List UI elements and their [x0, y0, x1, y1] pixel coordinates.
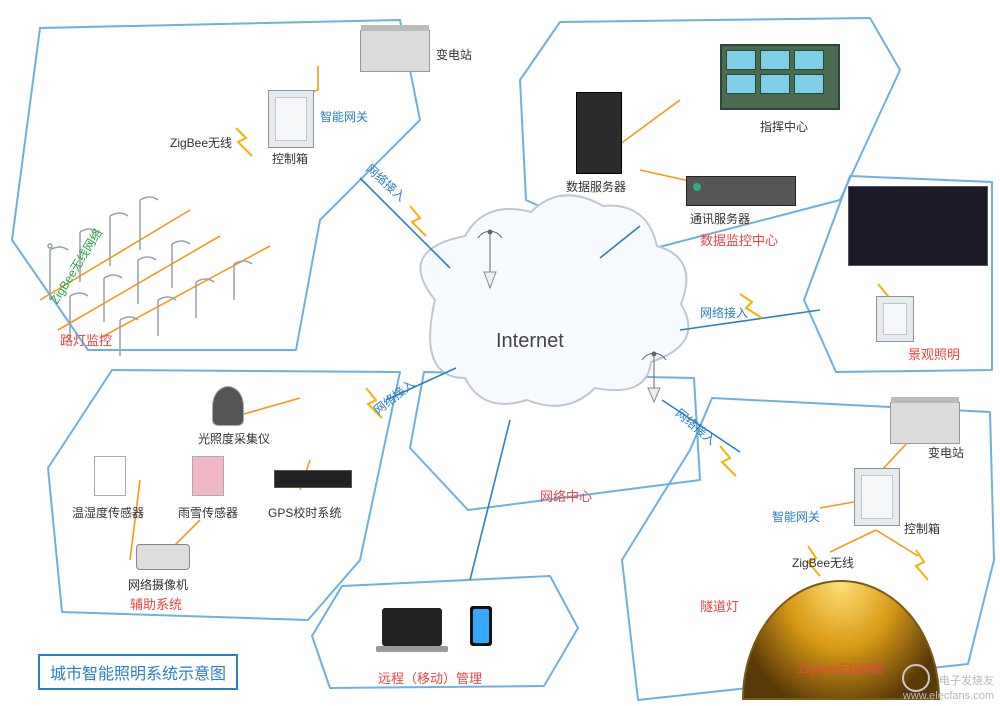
title-tunnel: 隧道灯 — [700, 596, 739, 615]
watermark-text: 电子发烧友 — [939, 672, 994, 688]
title-remote: 远程（移动）管理 — [378, 668, 482, 687]
zigbee-1-label: ZigBee无线 — [170, 134, 232, 151]
title-landscape: 景观照明 — [908, 344, 960, 363]
antenna-right-icon — [642, 352, 666, 402]
comm-server-label: 通讯服务器 — [690, 210, 750, 227]
temp-label: 温湿度传感器 — [72, 504, 144, 521]
title-datacenter: 数据监控中心 — [700, 230, 778, 249]
elecfans-logo-icon — [902, 664, 930, 692]
controlbox-2-label: 控制箱 — [904, 520, 940, 537]
zigbee-2-label: ZigBee无线 — [792, 554, 854, 571]
title-aux: 辅助系统 — [130, 594, 182, 613]
access-label-1: 网络接入 — [362, 160, 409, 205]
laptop-icon — [382, 608, 442, 646]
command-screens-icon — [720, 44, 840, 110]
region-streetlight — [12, 20, 420, 350]
controlbox-1-label: 控制箱 — [272, 150, 308, 167]
gps-icon — [274, 470, 352, 488]
access-label-3: 网络接入 — [672, 405, 720, 449]
phone-icon — [470, 606, 492, 646]
watermark-url: www.elecfans.com — [903, 690, 994, 702]
gateway-2-label: 智能网关 — [772, 508, 820, 525]
data-server-label: 数据服务器 — [566, 178, 626, 195]
substation-2-label: 变电站 — [928, 444, 964, 461]
tunnel-net-label: ZigBee无线网络 — [798, 660, 884, 677]
substation-1-icon — [360, 30, 430, 72]
internet-label: Internet — [496, 330, 564, 353]
cctv-icon — [136, 544, 190, 570]
substation-2-icon — [890, 402, 960, 444]
substation-1-label: 变电站 — [436, 46, 472, 63]
diagram-title: 城市智能照明系统示意图 — [38, 654, 238, 690]
gateway-1-label: 智能网关 — [320, 108, 368, 125]
lux-sensor-icon — [212, 386, 244, 426]
bridge-photo-icon — [848, 186, 988, 266]
lux-label: 光照度采集仪 — [198, 430, 270, 447]
temp-sensor-icon — [94, 456, 126, 496]
comm-server-icon — [686, 176, 796, 206]
title-netcenter: 网络中心 — [540, 486, 592, 505]
zigbee-net-vertical: ZigBee无线网络 — [46, 225, 106, 307]
command-label: 指挥中心 — [760, 118, 808, 135]
access-label-2: 网络接入 — [700, 304, 748, 321]
data-server-icon — [576, 92, 622, 174]
gps-label: GPS校时系统 — [268, 504, 341, 521]
landscape-cabinet-icon — [876, 296, 914, 342]
cctv-label: 网络摄像机 — [128, 576, 188, 593]
title-streetlight: 路灯监控 — [60, 330, 112, 349]
controlbox-1-icon — [268, 90, 314, 148]
internet-cloud — [420, 195, 688, 405]
access-label-4: 网络接入 — [370, 375, 418, 418]
rain-sensor-icon — [192, 456, 224, 496]
controlbox-2-icon — [854, 468, 900, 526]
antenna-top-icon — [478, 230, 502, 288]
rain-label: 雨雪传感器 — [178, 504, 238, 521]
